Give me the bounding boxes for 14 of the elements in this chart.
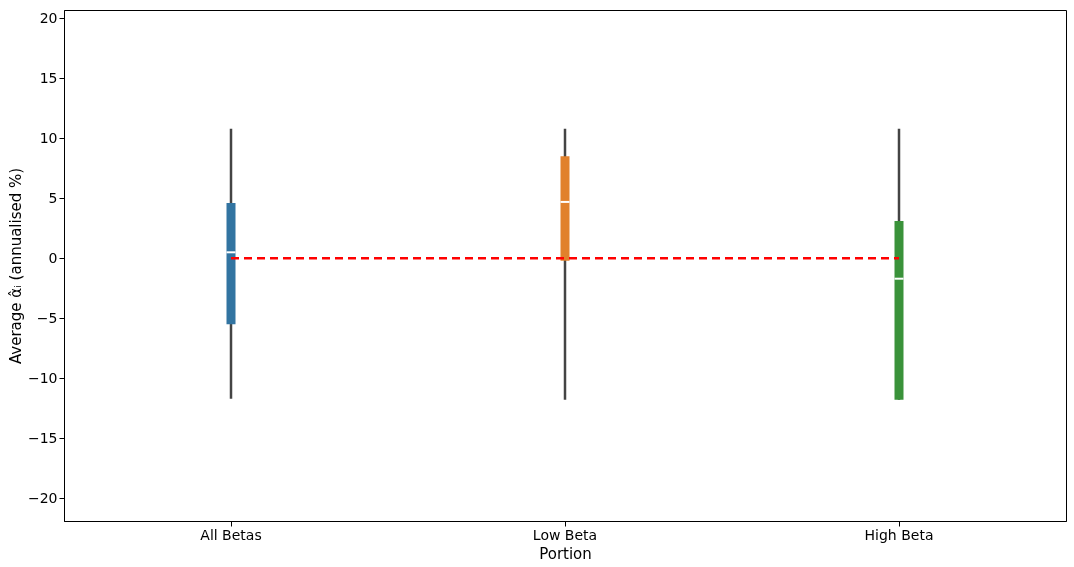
x-tick-label: High Beta — [864, 526, 934, 543]
y-tick-label: 10 — [39, 129, 58, 146]
y-axis-title: Average α̂ᵢ (annualised %) — [6, 167, 25, 365]
x-tick-label: All Betas — [200, 526, 262, 543]
y-tick-label: 0 — [48, 249, 58, 266]
x-tick-label: Low Beta — [532, 526, 598, 543]
y-tick-label: 20 — [39, 9, 58, 26]
y-tick-label: 15 — [39, 69, 58, 86]
y-tick-label: −20 — [27, 489, 58, 506]
y-tick-label: −10 — [27, 369, 58, 386]
y-tick-label: 5 — [48, 189, 58, 206]
y-tick-label: −5 — [36, 309, 58, 326]
y-tick-label: −15 — [27, 429, 58, 446]
x-axis-title: Portion — [539, 544, 592, 563]
